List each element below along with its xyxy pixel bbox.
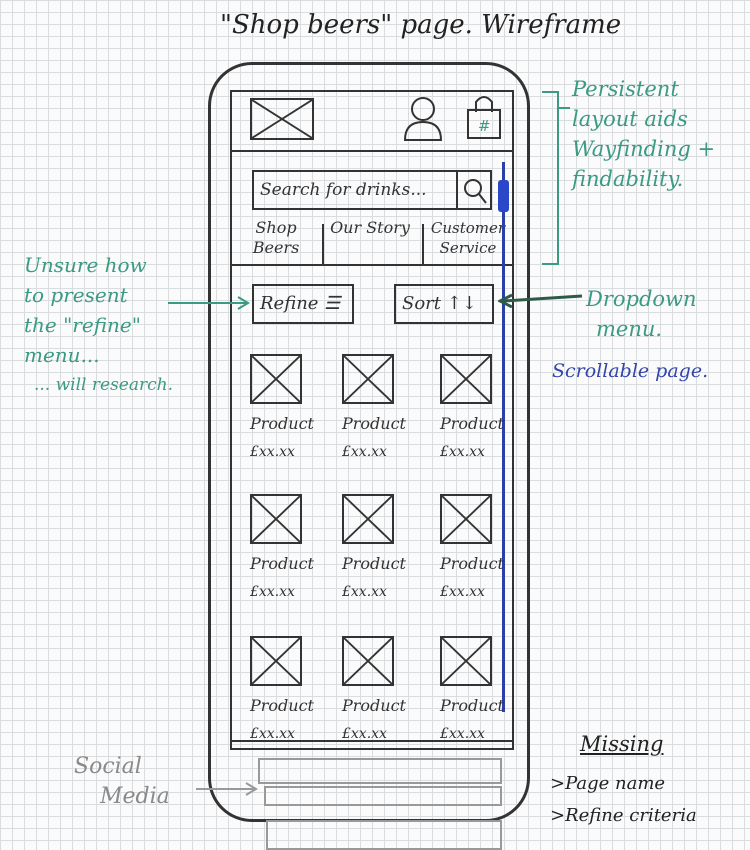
product-name[interactable]: Product [250,696,314,715]
note-line: Unsure how [24,253,147,277]
product-name[interactable]: Product [342,554,406,573]
note-unsure-refine: Unsure how to present the "refine" menu.… [24,250,173,400]
product-card[interactable]: Product £xx.xx [440,636,504,766]
product-image-placeholder [250,636,302,686]
product-card[interactable]: Product £xx.xx [342,494,406,624]
search-icon [464,179,487,204]
product-name[interactable]: Product [440,414,504,433]
product-name[interactable]: Product [342,414,406,433]
note-scrollable: Scrollable page. [552,360,709,382]
note-line: Dropdown [586,287,697,311]
product-card[interactable]: Product £xx.xx [250,354,314,484]
product-image-placeholder [440,636,492,686]
note-line: Persistent [572,77,679,101]
svg-text:#: # [478,117,491,135]
product-card[interactable]: Product £xx.xx [440,494,504,624]
nav-shop-beers[interactable]: Shop Beers [252,218,300,257]
product-image-placeholder [342,636,394,686]
note-line: >Refine criteria [550,805,697,826]
social-media-bar [258,758,502,784]
search-input[interactable]: Search for drinks... [252,170,492,210]
note-line: layout aids [572,107,688,131]
note-missing-title: Missing [580,732,664,756]
product-image-placeholder [250,494,302,544]
nav-our-story[interactable]: Our Story [330,218,410,237]
nav-separator [422,224,424,264]
product-price: £xx.xx [440,444,485,460]
refine-button[interactable]: Refine ☰ [252,284,354,324]
product-card[interactable]: Product £xx.xx [440,354,504,484]
search-placeholder: Search for drinks... [260,180,427,200]
product-price: £xx.xx [342,726,387,742]
product-price: £xx.xx [250,726,295,742]
scrollbar-thumb[interactable] [498,180,509,212]
header-divider [232,150,512,152]
nav-separator [322,224,324,264]
phone-screen [230,90,514,750]
footer-divider [232,740,512,742]
note-missing-list: >Page name >Refine criteria [550,768,697,832]
note-line: Wayfinding + [572,137,716,161]
nav-divider [232,264,512,266]
product-price: £xx.xx [342,584,387,600]
product-card[interactable]: Product £xx.xx [250,494,314,624]
product-price: £xx.xx [250,444,295,460]
scrollbar-track[interactable] [502,162,505,712]
nav-customer-service[interactable]: Customer Service [430,219,506,257]
note-line: ... will research. [34,375,173,395]
basket-icon[interactable]: # [464,92,504,142]
note-social-media: Social Media [74,752,170,812]
annotation-bracket [542,91,570,265]
note-line: to present [24,283,128,307]
note-line: Social [74,754,142,779]
note-line: Media [100,784,170,809]
sort-dropdown[interactable]: Sort ↑↓ [394,284,494,324]
note-line: the "refine" [24,313,141,337]
page-title: "Shop beers" page. Wireframe [220,10,622,40]
note-line: menu... [24,343,100,367]
product-image-placeholder [440,494,492,544]
product-name[interactable]: Product [440,554,504,573]
account-icon[interactable] [402,94,444,142]
product-name[interactable]: Product [440,696,504,715]
product-card[interactable]: Product £xx.xx [250,636,314,766]
product-image-placeholder [440,354,492,404]
product-image-placeholder [342,494,394,544]
product-price: £xx.xx [440,584,485,600]
arrow-to-social [196,782,258,796]
note-line: menu. [596,317,663,341]
product-price: £xx.xx [342,444,387,460]
arrow-to-sort [498,293,583,308]
note-persistent-layout: Persistent layout aids Wayfinding + find… [572,74,715,194]
footer-bar [266,820,502,850]
product-name[interactable]: Product [342,696,406,715]
logo-placeholder[interactable] [250,98,314,140]
note-line: >Page name [550,773,666,794]
note-dropdown: Dropdown menu. [586,284,697,344]
search-button[interactable] [456,172,490,208]
product-name[interactable]: Product [250,414,314,433]
product-card[interactable]: Product £xx.xx [342,354,406,484]
note-line: findability. [572,167,684,191]
product-price: £xx.xx [440,726,485,742]
arrow-to-refine [168,296,250,310]
product-price: £xx.xx [250,584,295,600]
product-image-placeholder [250,354,302,404]
product-name[interactable]: Product [250,554,314,573]
product-card[interactable]: Product £xx.xx [342,636,406,766]
social-media-bar [264,786,502,806]
product-image-placeholder [342,354,394,404]
